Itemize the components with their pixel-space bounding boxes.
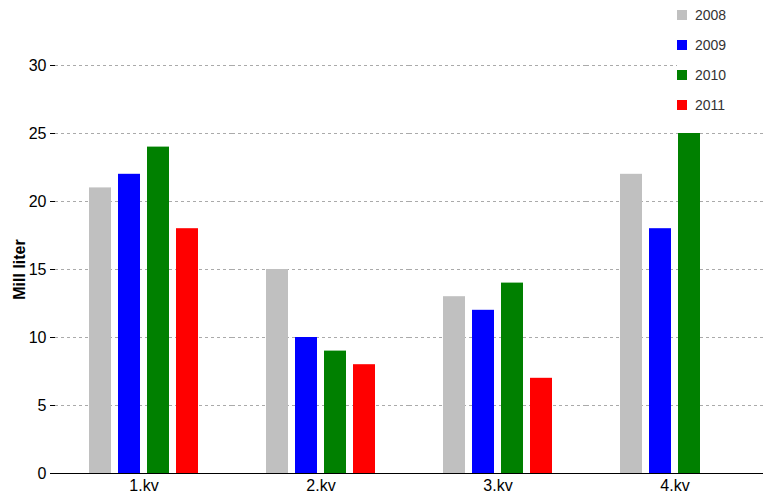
svg-text:20: 20 <box>29 193 47 210</box>
html-text:2011: 2011 <box>695 97 726 113</box>
svg-text:30: 30 <box>29 57 47 74</box>
svg-text:4.kv: 4.kv <box>660 477 689 494</box>
svg-text:10: 10 <box>29 329 47 346</box>
svg-text:0: 0 <box>38 465 47 482</box>
html-text:2009: 2009 <box>695 37 727 53</box>
html-text:2010: 2010 <box>695 67 727 83</box>
svg-text:2.kv: 2.kv <box>306 477 335 494</box>
svg-text:1.kv: 1.kv <box>129 477 158 494</box>
html-text:2008: 2008 <box>695 7 727 23</box>
svg-text:Mill liter: Mill liter <box>11 239 28 299</box>
svg-text:15: 15 <box>29 261 47 278</box>
svg-text:3.kv: 3.kv <box>483 477 512 494</box>
svg-text:5: 5 <box>38 397 47 414</box>
svg-text:25: 25 <box>29 125 47 142</box>
